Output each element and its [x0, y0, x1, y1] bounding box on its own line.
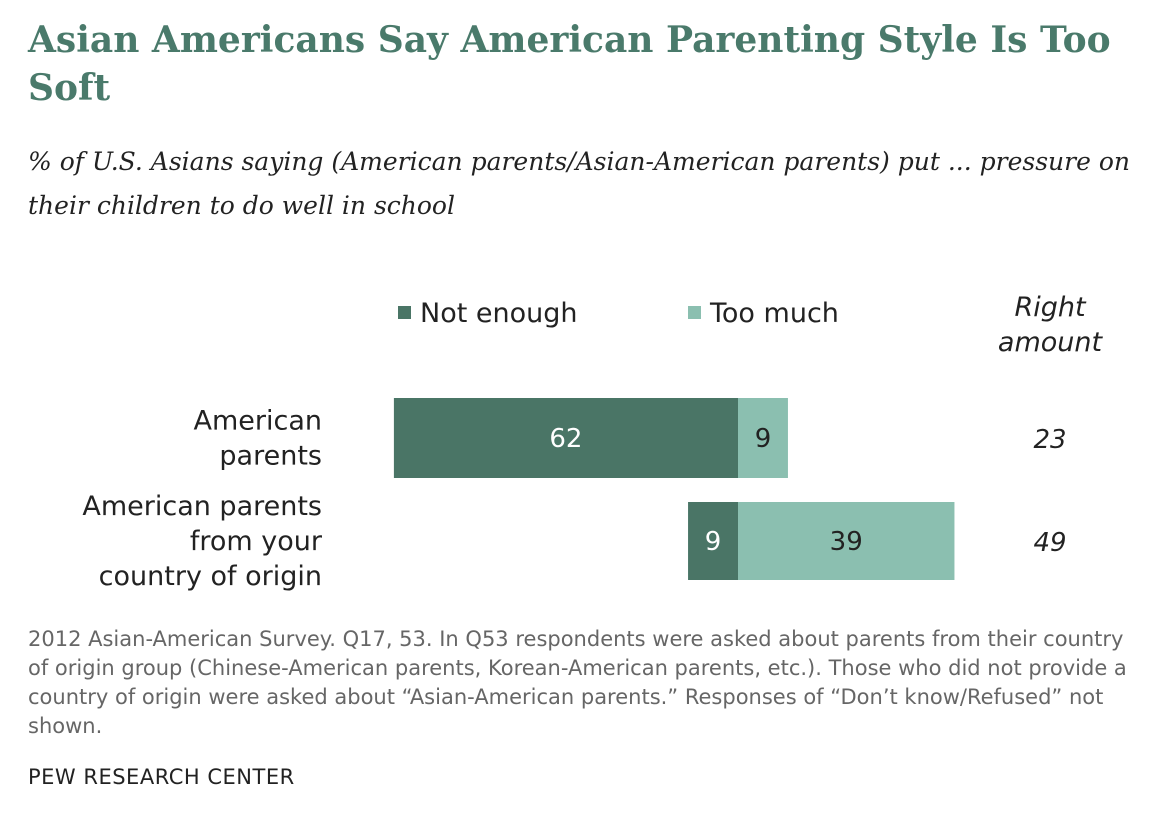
survey-note: 2012 Asian-American Survey. Q17, 53. In … [28, 627, 1127, 738]
bar-too-much [738, 502, 955, 580]
category-label: American parents [82, 491, 322, 522]
right-amount-header: Right [1014, 292, 1087, 323]
data-label-not-enough: 62 [549, 424, 582, 454]
category-label: American [194, 406, 323, 437]
data-label-too-much: 39 [830, 527, 863, 557]
stacked-bar-chart: Not enough Too much Right amount American par… [82, 292, 1104, 592]
bar-not-enough [688, 502, 738, 580]
source-label: PEW RESEARCH CENTER [28, 765, 295, 789]
chart-subtitle: % of U.S. Asians saying (American parent… [28, 147, 1130, 220]
data-label-too-much: 9 [755, 424, 772, 454]
right-amount-value: 49 [1033, 528, 1066, 558]
category-label: country of origin [99, 561, 322, 592]
category-label: parents [219, 441, 322, 472]
right-amount-value: 23 [1033, 425, 1066, 455]
category-label: from your [190, 526, 323, 557]
legend-swatch-not-enough [398, 306, 411, 319]
legend-label-not-enough: Not enough [420, 298, 578, 329]
chart-title: Asian Americans Say American Parenting S… [28, 19, 1111, 109]
legend-label-too-much: Too much [709, 298, 839, 329]
bar-too-much [738, 398, 788, 478]
right-amount-header: amount [998, 327, 1104, 358]
data-label-not-enough: 9 [705, 527, 722, 557]
legend-swatch-too-much [688, 306, 701, 319]
bar-not-enough [393, 398, 738, 478]
